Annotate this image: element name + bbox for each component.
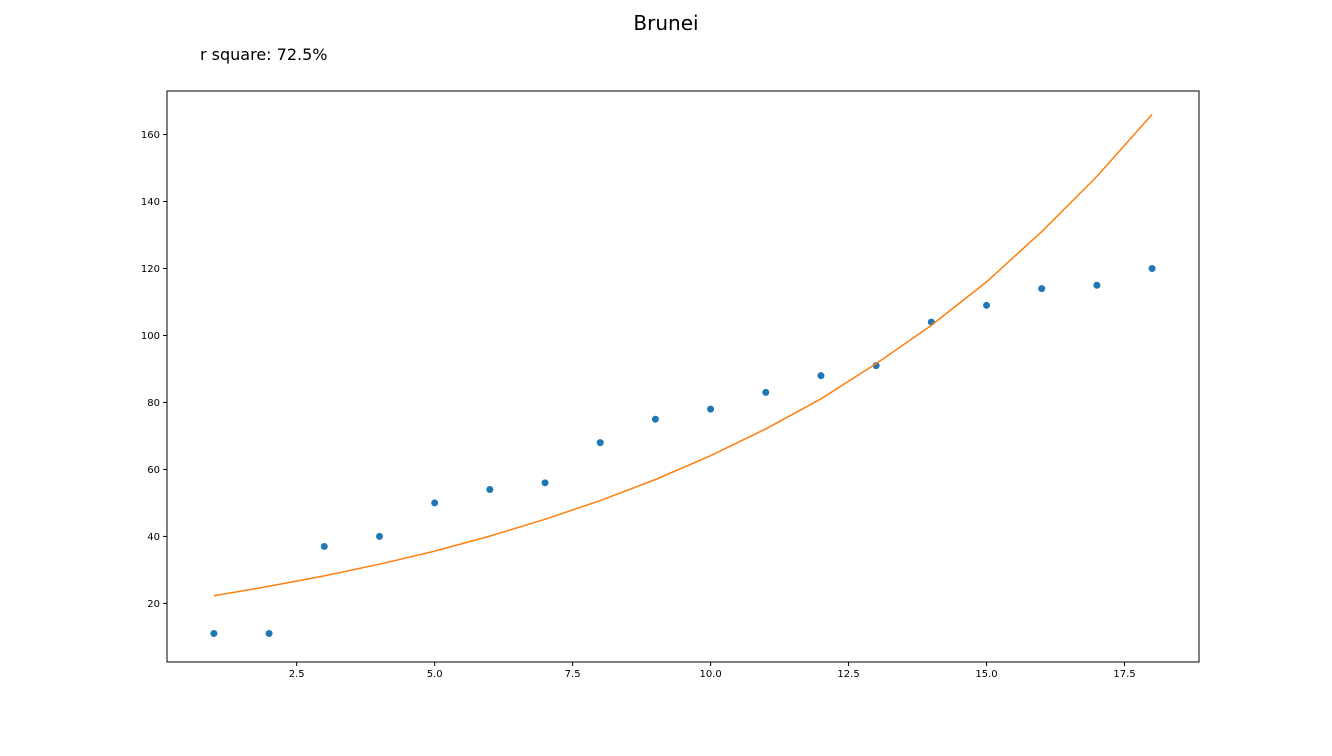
data-point	[375, 532, 383, 540]
data-point	[707, 405, 715, 413]
x-tick-label: 10.0	[699, 669, 721, 680]
x-tick-label: 17.5	[1113, 669, 1135, 680]
x-tick-label: 7.5	[565, 669, 581, 680]
data-point	[210, 630, 218, 638]
y-tick-label: 60	[147, 465, 160, 476]
x-tick-label: 2.5	[289, 669, 305, 680]
data-point	[265, 630, 273, 638]
data-point	[762, 388, 770, 396]
x-tick-label: 15.0	[975, 669, 997, 680]
plot-area: 2.5 5.0 7.5 10.0 12.5 15.0 17.5 20 40 60 80 100 120 1…	[141, 90, 1200, 680]
data-point	[541, 479, 549, 487]
y-tick-label: 120	[141, 264, 160, 275]
x-tick-label: 12.5	[837, 669, 859, 680]
data-point	[1093, 281, 1101, 289]
chart-title: Brunei	[633, 11, 698, 35]
x-tick-label: 5.0	[427, 669, 443, 680]
data-point	[817, 372, 825, 380]
y-tick-label: 80	[147, 398, 160, 409]
y-tick-label: 100	[141, 331, 160, 342]
y-tick-label: 20	[147, 599, 160, 610]
data-point	[983, 301, 991, 309]
fit-line	[213, 113, 1153, 597]
data-point	[486, 486, 494, 494]
data-point	[1148, 264, 1156, 272]
y-tick-label: 140	[141, 197, 160, 208]
axes-frame	[166, 90, 1200, 663]
data-point	[596, 439, 604, 447]
data-point	[431, 499, 439, 507]
data-point	[651, 415, 659, 423]
data-point	[320, 542, 328, 550]
y-tick-label: 40	[147, 532, 160, 543]
y-tick-label: 160	[141, 130, 160, 141]
r-square-annotation: r square: 72.5%	[200, 45, 327, 64]
data-point	[1038, 285, 1046, 293]
